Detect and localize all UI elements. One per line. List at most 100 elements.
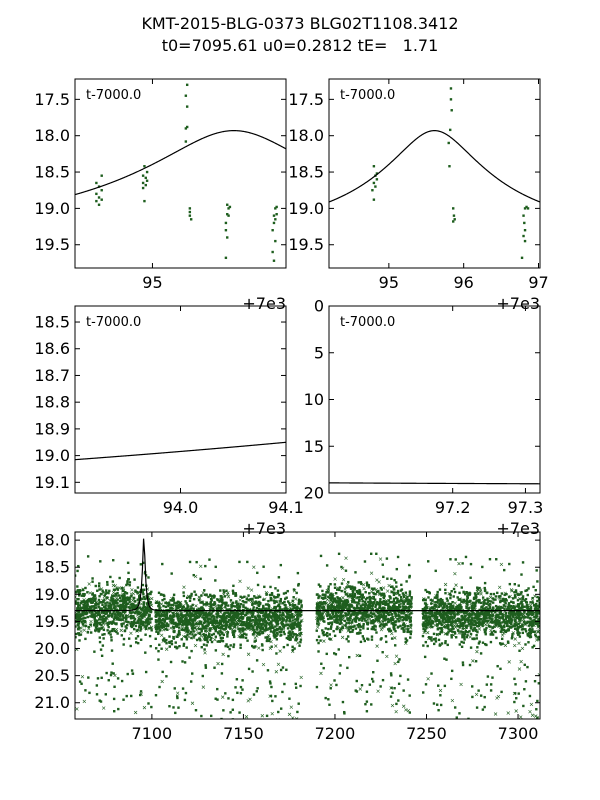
data-point	[324, 595, 327, 598]
data-point	[286, 589, 289, 593]
data-point	[449, 87, 453, 90]
data-point	[338, 622, 342, 626]
data-point-cross	[454, 583, 458, 587]
data-point	[464, 555, 468, 559]
data-point	[438, 588, 442, 591]
data-point	[145, 597, 148, 600]
data-point	[169, 660, 173, 664]
data-point	[154, 647, 158, 650]
data-point	[106, 610, 110, 613]
data-point	[368, 606, 371, 610]
data-point	[92, 616, 95, 619]
data-point	[469, 619, 472, 622]
data-point	[370, 621, 373, 625]
data-point	[299, 614, 302, 618]
data-point	[333, 597, 336, 601]
data-point	[210, 612, 213, 615]
data-point	[224, 602, 227, 606]
data-point	[505, 624, 509, 627]
data-point	[134, 624, 138, 628]
data-point	[185, 638, 189, 641]
data-point	[528, 632, 531, 635]
data-point	[190, 605, 193, 608]
data-point	[274, 625, 277, 628]
data-point	[183, 618, 187, 622]
data-point	[356, 613, 359, 616]
data-point-cross	[291, 635, 295, 639]
data-point	[346, 595, 350, 598]
data-point-cross	[203, 620, 207, 625]
data-point	[523, 229, 527, 232]
y-tick-label: 19.0	[34, 199, 70, 218]
data-point	[279, 600, 282, 603]
data-point	[245, 597, 248, 601]
data-point	[291, 648, 294, 652]
data-point	[524, 589, 527, 593]
data-point-cross	[106, 613, 111, 618]
data-point	[267, 605, 271, 608]
data-point	[181, 628, 184, 631]
data-point	[272, 259, 276, 262]
data-point	[110, 597, 113, 601]
data-point	[390, 617, 393, 620]
x-offset-label: +7e3	[242, 519, 286, 538]
data-point	[232, 645, 235, 649]
data-point	[282, 630, 285, 634]
data-point	[402, 622, 406, 625]
data-point	[157, 632, 160, 636]
data-point	[239, 691, 243, 695]
data-point	[374, 592, 377, 596]
data-point	[354, 619, 357, 622]
data-point	[209, 604, 212, 608]
y-tick-label: 18.9	[34, 419, 70, 438]
data-point	[476, 615, 480, 619]
data-point	[223, 601, 226, 605]
data-point	[233, 622, 237, 625]
data-point-cross	[376, 689, 380, 693]
data-point	[169, 599, 172, 602]
data-point	[120, 679, 124, 683]
data-point	[456, 596, 459, 599]
data-point	[327, 627, 330, 631]
data-point	[150, 705, 153, 709]
data-point	[126, 621, 130, 624]
data-point-cross	[331, 592, 335, 597]
axes-frame	[328, 78, 541, 269]
data-point	[274, 239, 277, 243]
data-point	[297, 613, 300, 617]
data-point	[166, 624, 169, 628]
data-point	[149, 601, 152, 604]
data-point	[406, 595, 409, 599]
data-point	[199, 610, 203, 614]
data-point-cross	[80, 675, 85, 679]
data-point	[207, 623, 210, 626]
chart-title-line-1: KMT-2015-BLG-0373 BLG02T1108.3412	[141, 14, 459, 33]
data-point	[189, 680, 193, 683]
data-point	[384, 622, 388, 626]
data-point	[315, 602, 319, 605]
data-point	[226, 631, 230, 634]
data-point	[284, 615, 287, 618]
x-tick-label: 95	[379, 273, 399, 292]
data-point	[520, 613, 523, 616]
data-point-cross	[193, 643, 198, 648]
data-point	[434, 637, 437, 640]
data-point	[360, 582, 363, 586]
data-point	[271, 229, 274, 232]
data-point-cross	[336, 626, 341, 631]
data-point	[227, 697, 230, 700]
data-point	[341, 610, 344, 614]
data-point	[89, 600, 93, 604]
data-point	[516, 610, 519, 613]
data-point	[513, 608, 516, 611]
data-point-cross	[377, 601, 382, 605]
data-point	[232, 643, 236, 646]
data-point	[378, 616, 381, 620]
data-point	[126, 561, 130, 565]
data-point	[516, 603, 520, 606]
data-point	[499, 595, 502, 598]
data-point	[98, 627, 101, 630]
data-point	[146, 605, 150, 608]
data-point	[444, 641, 447, 645]
data-point	[123, 629, 127, 632]
